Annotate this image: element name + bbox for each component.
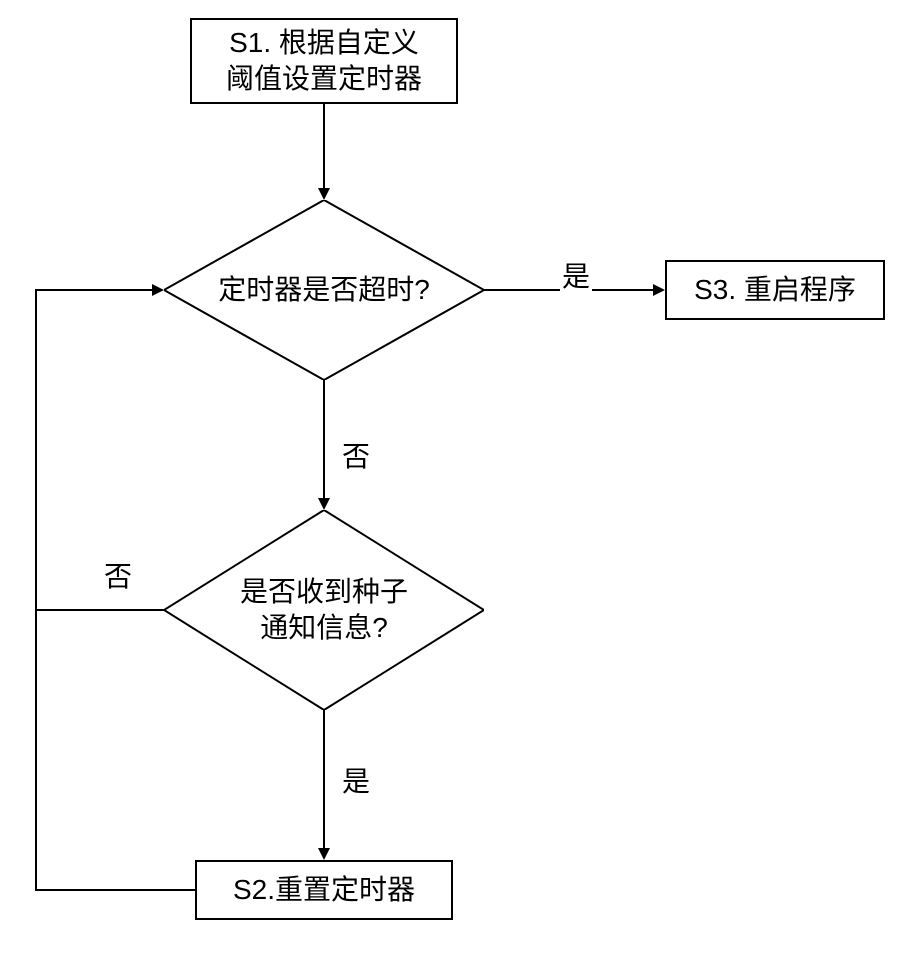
- edge-d2-d1: [36, 290, 164, 610]
- label-d1-s3: 是: [560, 255, 592, 295]
- label-d2-s2: 是: [340, 760, 372, 800]
- label-d2-d1: 否: [102, 555, 134, 595]
- node-d1: 定时器是否超时?: [164, 200, 484, 380]
- node-s2-text: S2.重置定时器: [233, 872, 415, 908]
- node-s2: S2.重置定时器: [195, 860, 453, 920]
- flowchart-edges: [0, 0, 921, 973]
- node-s3-text: S3. 重启程序: [694, 272, 856, 308]
- node-d2-text: 是否收到种子 通知信息?: [240, 574, 408, 647]
- node-d2: 是否收到种子 通知信息?: [164, 510, 484, 710]
- label-d1-d2: 否: [340, 435, 372, 475]
- node-s3: S3. 重启程序: [665, 260, 885, 320]
- node-s1-text: S1. 根据自定义 阈值设置定时器: [226, 25, 422, 98]
- node-s1: S1. 根据自定义 阈值设置定时器: [190, 18, 458, 104]
- node-d1-text: 定时器是否超时?: [218, 272, 430, 308]
